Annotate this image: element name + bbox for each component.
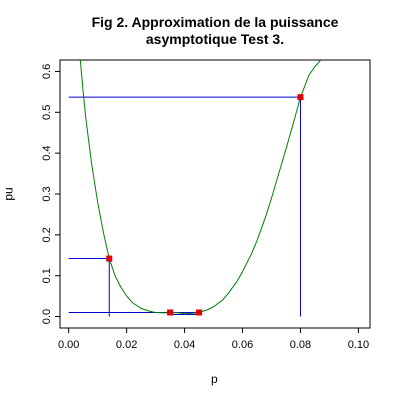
y-tick-label-6: 0.6 [41,64,53,79]
x-tick-label-5: 0.10 [348,339,369,351]
x-tick-label-0: 0.00 [58,339,79,351]
chart-title-line-2: asymptotique Test 3. [145,31,285,47]
reference-lines [68,96,301,317]
x-tick-label-4: 0.08 [290,339,311,351]
x-tick-label-2: 0.04 [174,339,195,351]
data-point-0 [106,255,113,262]
x-tick-label-3: 0.06 [232,339,253,351]
y-tick-label-4: 0.4 [41,145,53,160]
y-tick-label-0: 0.0 [41,309,53,324]
series-line-0 [79,59,322,315]
points [106,94,304,316]
y-tick-label-2: 0.2 [41,227,53,242]
plot-frame [59,59,371,329]
y-tick-label-3: 0.3 [41,186,53,201]
data-point-1 [167,309,174,316]
data-point-2 [196,309,203,316]
chart-title-line-1: Fig 2. Approximation de la puissance [91,14,339,30]
data-point-3 [297,94,304,101]
y-axis-label: pu [1,187,16,201]
series [79,59,322,315]
y-tick-label-5: 0.5 [41,105,53,120]
x-tick-label-1: 0.02 [116,339,137,351]
x-axis-label: p [211,372,218,386]
x-axis: 0.00 0.02 0.04 0.06 0.08 0.10 [58,328,369,351]
y-tick-label-1: 0.1 [41,268,53,283]
y-axis: 0.0 0.1 0.2 0.3 0.4 0.5 0.6 [41,64,60,324]
